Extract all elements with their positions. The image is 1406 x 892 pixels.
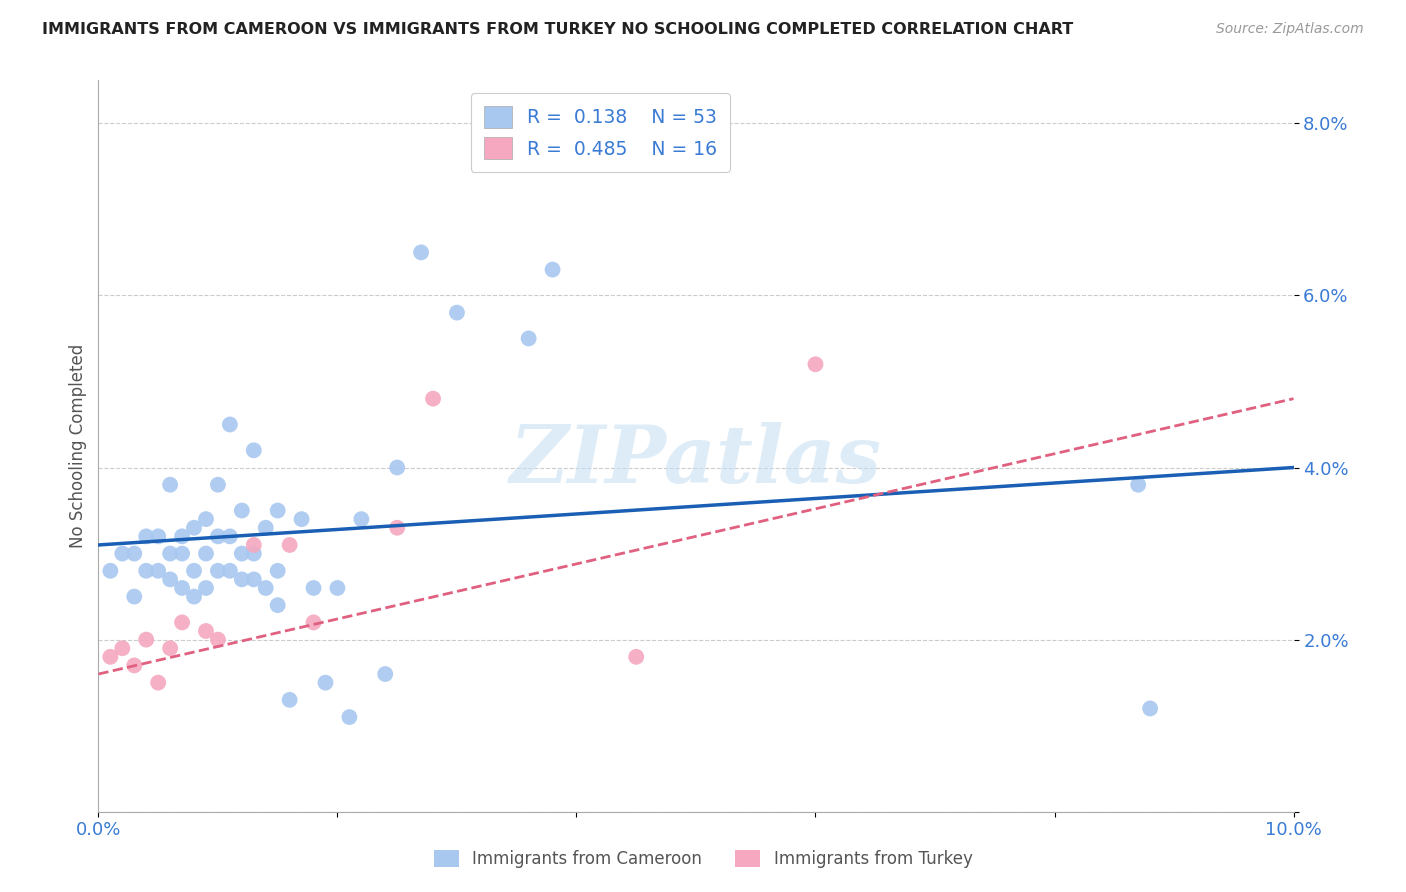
Point [98, 649, 122, 664]
Point [254, 521, 277, 535]
Point [159, 641, 181, 656]
Point [339, 710, 361, 724]
Point [278, 693, 301, 707]
Point [124, 547, 146, 561]
Y-axis label: No Schooling Completed: No Schooling Completed [69, 344, 87, 548]
Text: ZIPatlas: ZIPatlas [510, 422, 882, 500]
Point [385, 521, 409, 535]
Point [195, 624, 218, 638]
Point [219, 529, 242, 543]
Point [350, 512, 373, 526]
Point [231, 573, 253, 587]
Point [148, 675, 170, 690]
Point [231, 503, 253, 517]
Point [302, 581, 325, 595]
Point [172, 615, 194, 630]
Point [207, 477, 229, 491]
Point [207, 564, 229, 578]
Point [172, 581, 194, 595]
Point [183, 564, 205, 578]
Point [374, 667, 396, 681]
Point [422, 392, 444, 406]
Point [148, 529, 170, 543]
Point [195, 547, 218, 561]
Point [231, 547, 253, 561]
Point [446, 305, 468, 319]
Point [267, 564, 290, 578]
Point [135, 564, 157, 578]
Text: IMMIGRANTS FROM CAMEROON VS IMMIGRANTS FROM TURKEY NO SCHOOLING COMPLETED CORREL: IMMIGRANTS FROM CAMEROON VS IMMIGRANTS F… [42, 22, 1073, 37]
Point [172, 529, 194, 543]
Point [111, 547, 134, 561]
Point [159, 477, 181, 491]
Point [219, 564, 242, 578]
Point [135, 529, 157, 543]
Point [135, 632, 157, 647]
Point [243, 547, 266, 561]
Point [124, 658, 146, 673]
Point [385, 460, 409, 475]
Point [111, 641, 134, 656]
Point [159, 573, 181, 587]
Point [195, 581, 218, 595]
Point [278, 538, 301, 552]
Point [254, 581, 277, 595]
Point [315, 675, 337, 690]
Point [124, 590, 146, 604]
Point [207, 632, 229, 647]
Point [267, 503, 290, 517]
Point [517, 331, 540, 345]
Point [243, 538, 266, 552]
Text: Source: ZipAtlas.com: Source: ZipAtlas.com [1216, 22, 1364, 37]
Point [159, 547, 181, 561]
Point [183, 590, 205, 604]
Point [172, 547, 194, 561]
Point [98, 564, 122, 578]
Point [207, 529, 229, 543]
Point [219, 417, 242, 432]
Point [183, 521, 205, 535]
Point [291, 512, 314, 526]
Point [482, 134, 505, 148]
Point [326, 581, 349, 595]
Legend: Immigrants from Cameroon, Immigrants from Turkey: Immigrants from Cameroon, Immigrants fro… [427, 843, 979, 875]
Point [243, 573, 266, 587]
Point [411, 245, 433, 260]
Point [626, 649, 648, 664]
Point [148, 564, 170, 578]
Point [243, 443, 266, 458]
Point [1128, 477, 1150, 491]
Point [302, 615, 325, 630]
Point [195, 512, 218, 526]
Point [1139, 701, 1161, 715]
Point [267, 598, 290, 612]
Legend: R =  0.138    N = 53, R =  0.485    N = 16: R = 0.138 N = 53, R = 0.485 N = 16 [471, 94, 730, 172]
Point [804, 357, 827, 371]
Point [541, 262, 564, 277]
